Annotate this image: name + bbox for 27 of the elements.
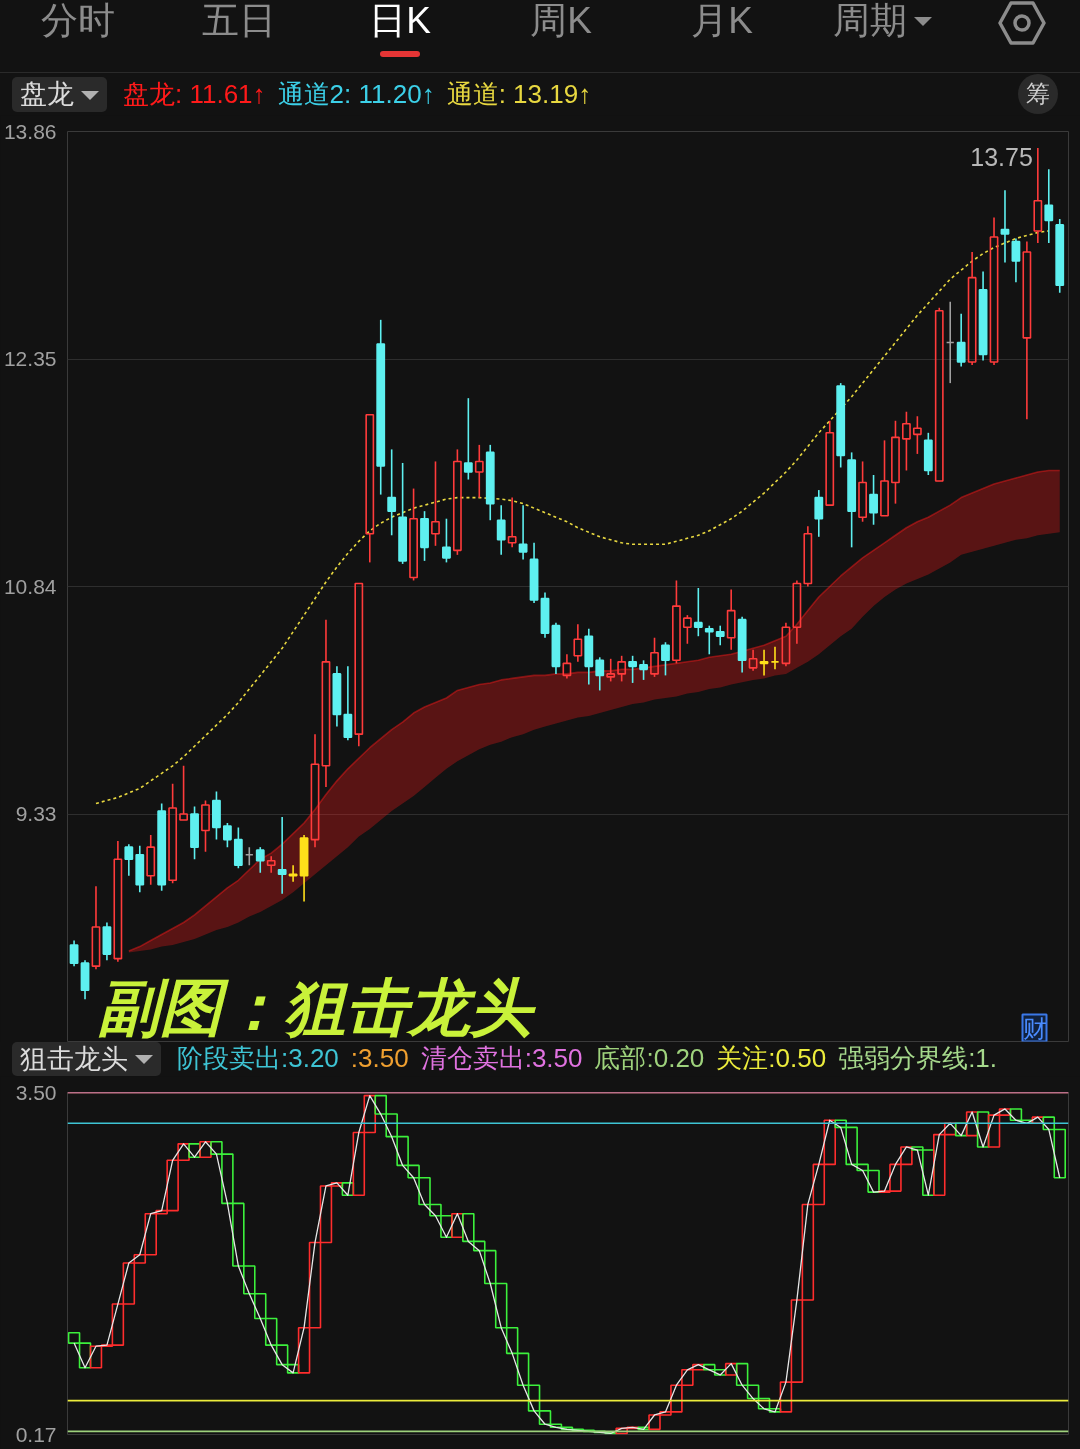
text: 筹 [1026,78,1050,109]
text: 五日 [202,0,276,43]
y-tick-label: 3.50 [15,1080,57,1104]
text: 通道: 13.19↑ [446,77,592,111]
ref-line-label: 关注:0.50 [716,1042,827,1076]
y-tick-label: 13.86 [3,119,57,143]
annotation: 副图：狙击龙头 [97,972,537,1042]
ref-line-label: :3.50 [350,1042,409,1076]
text: 日K [369,0,431,43]
ref-line-label: 底部:0.20 [594,1042,705,1076]
annotation: 13.75 [970,143,1033,172]
text: 月K [691,0,753,43]
y-tick-label: 0.17 [15,1422,57,1446]
y-tick-label: 9.33 [15,802,57,825]
text: 强弱分界线:1. [838,1042,998,1076]
text: 盘龙: 11.61↑ [123,77,266,111]
text: 周K [530,0,592,43]
y-tick-label: 10.84 [3,574,57,598]
ref-line-label: 阶段卖出:3.20 [177,1042,339,1076]
text: 通道2: 11.20↑ [277,77,435,111]
text: 分时 [41,0,115,43]
y-tick-label: 12.35 [3,347,57,370]
text: 周期 [832,0,907,43]
chart-title: 盘龙 [20,78,74,112]
ref-line-label: 清仓卖出:3.50 [420,1042,583,1076]
annotation: 财 [1022,1014,1047,1042]
chart-title: 狙击龙头 [20,1042,128,1076]
